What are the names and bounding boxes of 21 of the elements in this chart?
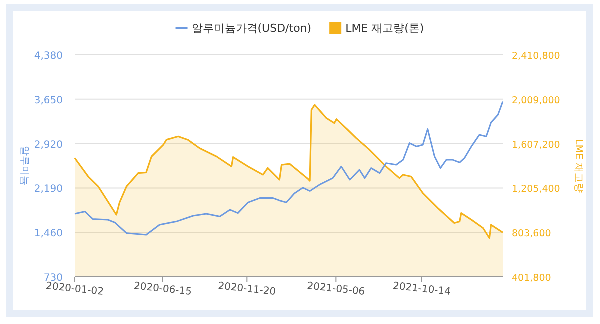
legend-label: LME 재고량(톤) <box>346 22 424 35</box>
x-tick-label: 2020-11-20 <box>218 280 277 298</box>
legend-label: 알루미늄가격(USD/ton) <box>192 22 312 35</box>
y2-axis-title: LME 재고량 <box>573 139 584 193</box>
y2-tick-label: 401,800 <box>512 273 552 284</box>
line-series <box>74 100 504 236</box>
x-tick-label: 2021-05-06 <box>306 280 366 298</box>
y-tick-label: 2,190 <box>34 184 63 196</box>
y2-tick-label: 2,410,800 <box>512 51 560 62</box>
y2-tick-label: 803,600 <box>512 228 552 240</box>
y2-tick-label: 1,607,200 <box>512 140 560 151</box>
y-tick-label: 4,380 <box>34 51 63 62</box>
x-tick-label: 2020-01-02 <box>45 280 104 298</box>
y2-tick-label: 1,205,400 <box>512 184 560 196</box>
y-tick-label: 3,650 <box>34 95 63 106</box>
y-tick-label: 1,460 <box>34 228 63 240</box>
y-tick-label: 2,920 <box>34 140 63 151</box>
y2-tick-label: 2,009,000 <box>512 95 560 106</box>
y-axis-title: 알루미늄 <box>19 146 30 186</box>
x-tick-label: 2021-10-14 <box>392 280 452 298</box>
x-tick-label: 2020-06-15 <box>133 280 192 298</box>
